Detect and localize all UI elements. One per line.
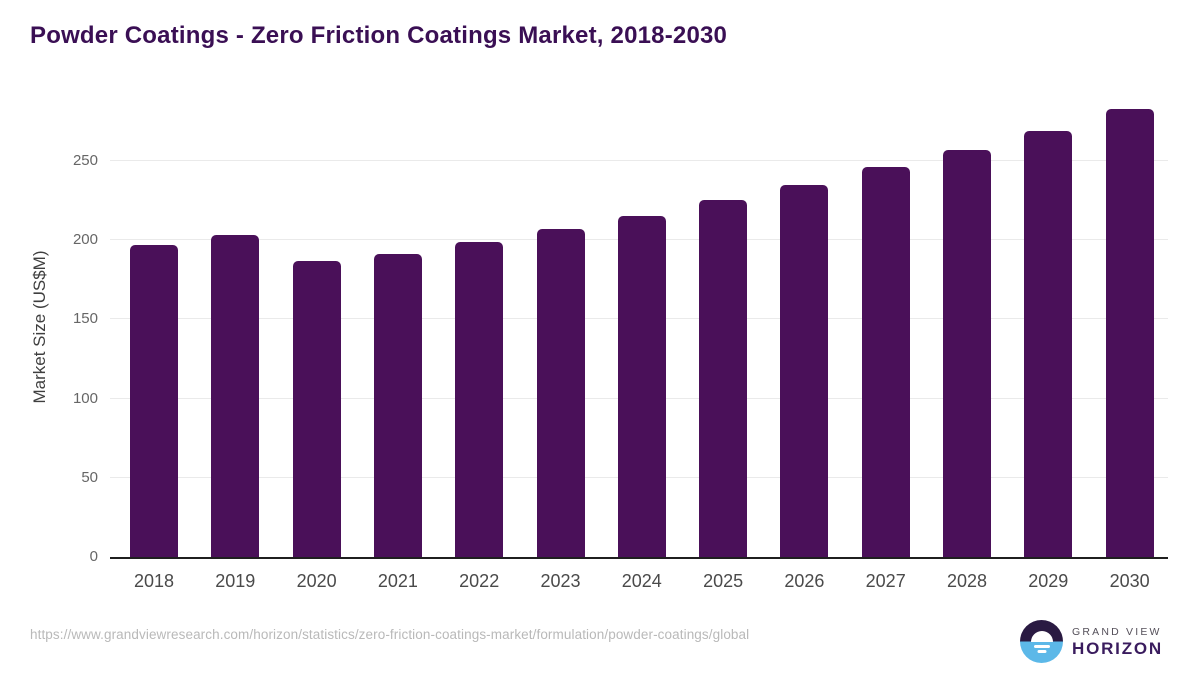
y-tick-label-100: 100 (72, 389, 98, 407)
bar-2026[interactable] (780, 184, 829, 557)
bar-2025[interactable] (699, 200, 748, 557)
brand-name-bottom: HORIZON (1072, 638, 1163, 658)
y-tick-label-250: 250 (72, 151, 98, 169)
plot-area: 0 50 100 150 200 250 2018 2019 2020 2021 2022 2023 2… (73, 96, 1168, 591)
logo-reflection-line (1037, 650, 1046, 653)
bar-2021[interactable] (373, 254, 422, 557)
x-tick-label-2028: 2028 (946, 571, 988, 591)
y-tick-label-200: 200 (72, 231, 98, 249)
bar-2023[interactable] (536, 228, 585, 557)
chart-title: Powder Coatings - Zero Friction Coatings… (30, 22, 728, 49)
x-tick-label-2025: 2025 (703, 571, 744, 591)
bar-2030[interactable] (1105, 108, 1154, 557)
x-tick-label-2019: 2019 (215, 571, 256, 591)
x-tick-label-2024: 2024 (621, 571, 662, 591)
x-tick-label-2018: 2018 (133, 571, 175, 591)
bar-2018[interactable] (130, 244, 178, 557)
bar-2029[interactable] (1024, 130, 1073, 557)
brand-name-top: GRAND VIEW (1072, 625, 1162, 638)
brand-logo: GRAND VIEW HORIZON (1020, 620, 1163, 663)
x-tick-label-2027: 2027 (865, 571, 906, 591)
x-tick-label-2029: 2029 (1028, 571, 1069, 591)
bar-2020[interactable] (292, 260, 341, 557)
horizon-sunrise-logo-icon (1020, 620, 1063, 663)
bar-2024[interactable] (617, 216, 666, 557)
logo-reflection-line (1033, 644, 1050, 648)
x-tick-label-2020: 2020 (296, 571, 337, 591)
bar-2027[interactable] (861, 167, 910, 557)
x-tick-label-2026: 2026 (784, 571, 825, 591)
logo-dome-shape (1030, 630, 1053, 642)
gridline-250 (110, 159, 1168, 161)
x-tick-label-2030: 2030 (1109, 571, 1150, 591)
y-tick-label-150: 150 (72, 310, 98, 328)
bar-2028[interactable] (943, 149, 991, 557)
bar-2019[interactable] (211, 235, 260, 557)
y-tick-label-0: 0 (89, 548, 98, 565)
x-tick-label-2023: 2023 (540, 571, 581, 591)
bar-2022[interactable] (455, 241, 504, 557)
y-axis-title: Market Size (US$M) (30, 250, 49, 404)
x-tick-label-2022: 2022 (459, 571, 500, 591)
x-tick-label-2021: 2021 (377, 571, 418, 591)
y-tick-label-50: 50 (81, 468, 98, 486)
source-url[interactable]: https://www.grandviewresearch.com/horizo… (30, 627, 750, 642)
brand-wordmark: GRAND VIEW HORIZON (1072, 626, 1163, 658)
